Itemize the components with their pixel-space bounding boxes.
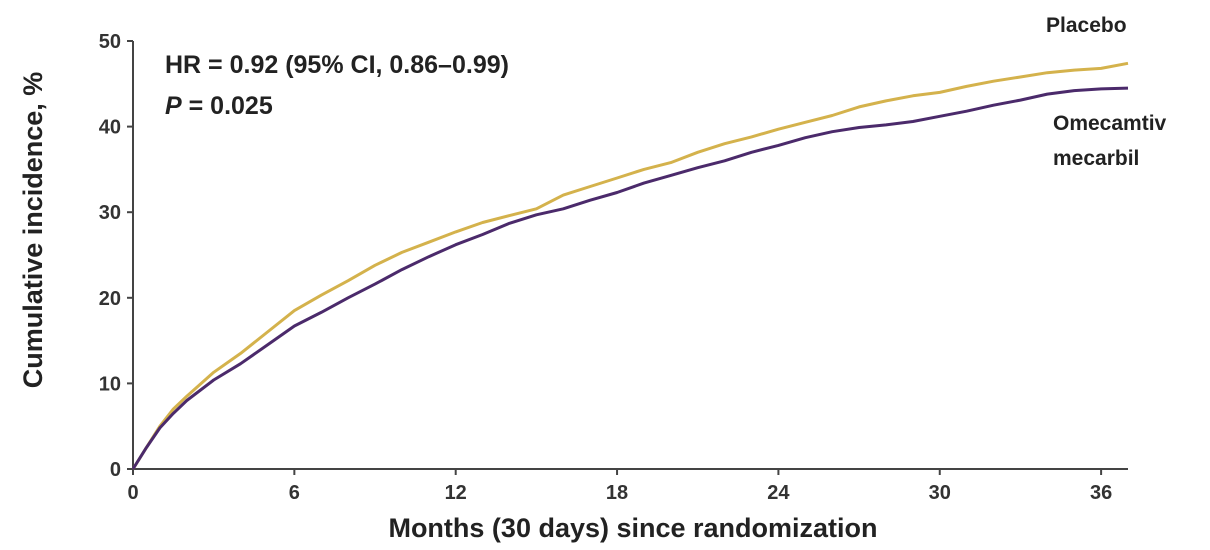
x-tick-label: 24 [767,482,790,504]
series-lines [131,61,1129,470]
placebo-line [131,61,1129,470]
omecamtiv-series-label: Omecamtiv mecarbil [1053,112,1167,170]
y-tick-label: 10 [99,373,121,395]
p-value-number: = 0.025 [182,92,273,120]
y-tick-label: 20 [99,288,121,310]
y-tick-label: 0 [110,459,121,481]
x-axis-title: Months (30 days) since randomization [388,513,877,543]
hazard-ratio-text: HR = 0.92 (95% CI, 0.86–0.99) [165,51,509,79]
y-axis-ticks: 0 10 20 30 40 50 [99,31,133,481]
x-axis-ticks: 0 6 12 18 24 30 36 [127,469,1112,504]
placebo-series-label: Placebo [1046,14,1127,37]
omecamtiv-label-line-1: Omecamtiv [1053,112,1167,135]
x-tick-label: 0 [127,482,138,504]
y-tick-label: 50 [99,31,121,53]
x-tick-label: 30 [929,482,951,504]
x-tick-label: 18 [606,482,628,504]
y-tick-label: 40 [99,117,121,139]
omecamtiv-label-line-2: mecarbil [1053,147,1139,170]
p-value-text: P = 0.025 [165,92,273,120]
x-tick-label: 12 [445,482,467,504]
omecamtiv-mecarbil-line [131,86,1129,470]
x-tick-label: 6 [289,482,300,504]
y-axis-title: Cumulative incidence, % [18,72,48,389]
x-tick-label: 36 [1090,482,1112,504]
p-value-label: P [165,92,182,120]
y-tick-label: 30 [99,202,121,224]
